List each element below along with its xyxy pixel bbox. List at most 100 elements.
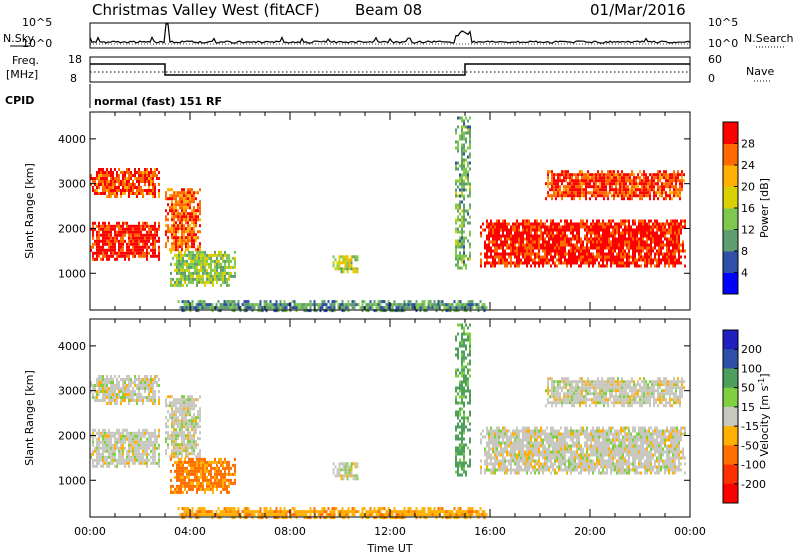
scatter-cell [589, 182, 591, 185]
scatter-cell [210, 476, 212, 479]
scatter-cell [112, 447, 114, 450]
scatter-cell [234, 257, 236, 260]
scatter-cell [518, 250, 520, 253]
noise-tick-top-left: 10^5 [22, 16, 52, 29]
scatter-cell [96, 258, 98, 261]
scatter-cell [646, 253, 648, 256]
scatter-cell [530, 259, 532, 262]
scatter-cell [620, 235, 622, 238]
scatter-cell [467, 210, 469, 213]
scatter-cell [490, 235, 492, 238]
scatter-cell [640, 253, 642, 256]
scatter-cell [492, 229, 494, 232]
scatter-cell [516, 253, 518, 256]
scatter-cell [605, 176, 607, 179]
scatter-cell [144, 447, 146, 450]
scatter-cell [167, 212, 169, 215]
scatter-cell [518, 244, 520, 247]
scatter-cell [508, 256, 510, 259]
scatter-cell [118, 252, 120, 255]
scatter-cell [496, 229, 498, 232]
scatter-cell [461, 138, 463, 141]
scatter-cell [568, 259, 570, 262]
scatter-cell [480, 235, 482, 238]
scatter-cell [672, 262, 674, 265]
scatter-cell [624, 229, 626, 232]
scatter-cell [618, 244, 620, 247]
scatter-cell [195, 239, 197, 242]
scatter-cell [502, 250, 504, 253]
scatter-cell [118, 243, 120, 246]
scatter-cell [158, 390, 160, 393]
scatter-cell [134, 456, 136, 459]
scatter-cell [175, 206, 177, 209]
scatter-cell [538, 256, 540, 259]
scatter-cell [560, 220, 562, 223]
scatter-cell [184, 300, 186, 303]
scatter-cell [189, 239, 191, 242]
scatter-cell [206, 476, 208, 479]
scatter-cell [188, 479, 190, 482]
scatter-cell [96, 432, 98, 435]
scatter-cell [582, 223, 584, 226]
scatter-cell [108, 402, 110, 405]
scatter-cell [158, 249, 160, 252]
scatter-cell [380, 303, 382, 306]
scatter-cell [120, 447, 122, 450]
scatter-cell [104, 240, 106, 243]
scatter-cell [571, 173, 573, 176]
scatter-cell [142, 447, 144, 450]
scatter-cell [506, 247, 508, 250]
scatter-cell [167, 434, 169, 437]
scatter-cell [620, 223, 622, 226]
scatter-cell [644, 232, 646, 235]
scatter-cell [154, 441, 156, 444]
scatter-cell [171, 203, 173, 206]
scatter-cell [126, 183, 128, 186]
scatter-cell [165, 401, 167, 404]
scatter-cell [680, 226, 682, 229]
scatter-cell [170, 281, 172, 284]
scatter-cell [636, 265, 638, 268]
scatter-cell [185, 398, 187, 401]
scatter-cell [183, 212, 185, 215]
scatter-cell [457, 240, 459, 243]
scatter-cell [621, 182, 623, 185]
scatter-cell [112, 384, 114, 387]
scatter-cell [565, 188, 567, 191]
scatter-cell [596, 247, 598, 250]
scatter-cell [102, 393, 104, 396]
scatter-cell [668, 238, 670, 241]
scatter-cell [463, 261, 465, 264]
scatter-cell [175, 455, 177, 458]
scatter-cell [110, 174, 112, 177]
scatter-cell [508, 262, 510, 265]
scatter-cell [148, 252, 150, 255]
scatter-cell [171, 212, 173, 215]
scatter-cell [580, 226, 582, 229]
scatter-cell [169, 227, 171, 230]
scatter-cell [212, 485, 214, 488]
scatter-cell [486, 226, 488, 229]
scatter-cell [680, 244, 682, 247]
scatter-cell [102, 429, 104, 432]
scatter-cell [618, 226, 620, 229]
scatter-cell [116, 255, 118, 258]
scatter-cell [202, 479, 204, 482]
scatter-cell [469, 216, 471, 219]
scatter-cell [172, 485, 174, 488]
scatter-cell [120, 441, 122, 444]
scatter-cell [102, 387, 104, 390]
scatter-cell [461, 165, 463, 168]
scatter-cell [212, 275, 214, 278]
scatter-cell [554, 265, 556, 268]
scatter-cell [234, 260, 236, 263]
scatter-cell [148, 246, 150, 249]
scatter-cell [455, 204, 457, 207]
scatter-cell [126, 387, 128, 390]
scatter-cell [679, 182, 681, 185]
scatter-cell [524, 256, 526, 259]
scatter-cell [557, 185, 559, 188]
scatter-cell [92, 393, 94, 396]
scatter-cell [554, 244, 556, 247]
